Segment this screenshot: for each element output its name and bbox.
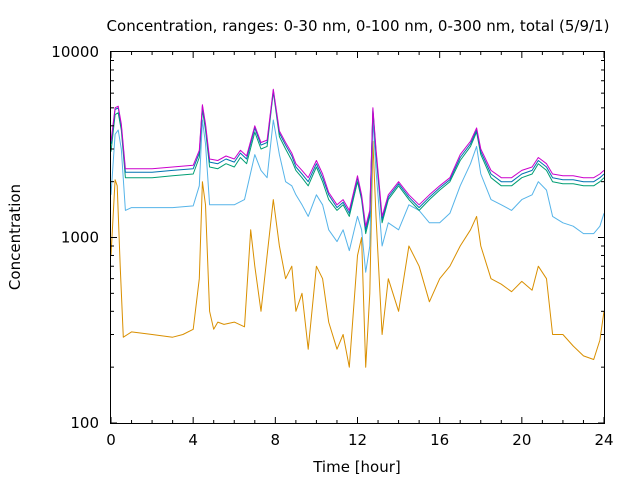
x-ticks: 0 4 8 12 16 20 24	[106, 52, 614, 449]
plot-frame	[110, 51, 605, 424]
y-axis-label: Concentration	[6, 184, 24, 290]
y-ticks: 100 1000 10000	[51, 43, 604, 432]
series-line-2	[110, 119, 605, 273]
series-line-4	[110, 90, 605, 231]
x-tick-label: 4	[188, 431, 198, 449]
series-line-1	[110, 140, 605, 368]
x-tick-label: 8	[271, 431, 281, 449]
x-tick-label: 16	[430, 431, 449, 449]
chart-title: Concentration, ranges: 0-30 nm, 0-100 nm…	[107, 17, 610, 35]
y-tick-label: 100	[70, 414, 99, 432]
x-axis-label: Time [hour]	[312, 458, 401, 476]
x-tick-label: 24	[594, 431, 613, 449]
y-tick-label: 10000	[51, 43, 99, 61]
y-tick-label: 1000	[61, 229, 99, 247]
x-tick-label: 0	[106, 431, 116, 449]
x-tick-label: 12	[348, 431, 367, 449]
x-tick-label: 20	[512, 431, 531, 449]
series-line-3	[110, 91, 605, 235]
series-line-5	[110, 88, 605, 227]
plot-lines	[110, 88, 605, 368]
